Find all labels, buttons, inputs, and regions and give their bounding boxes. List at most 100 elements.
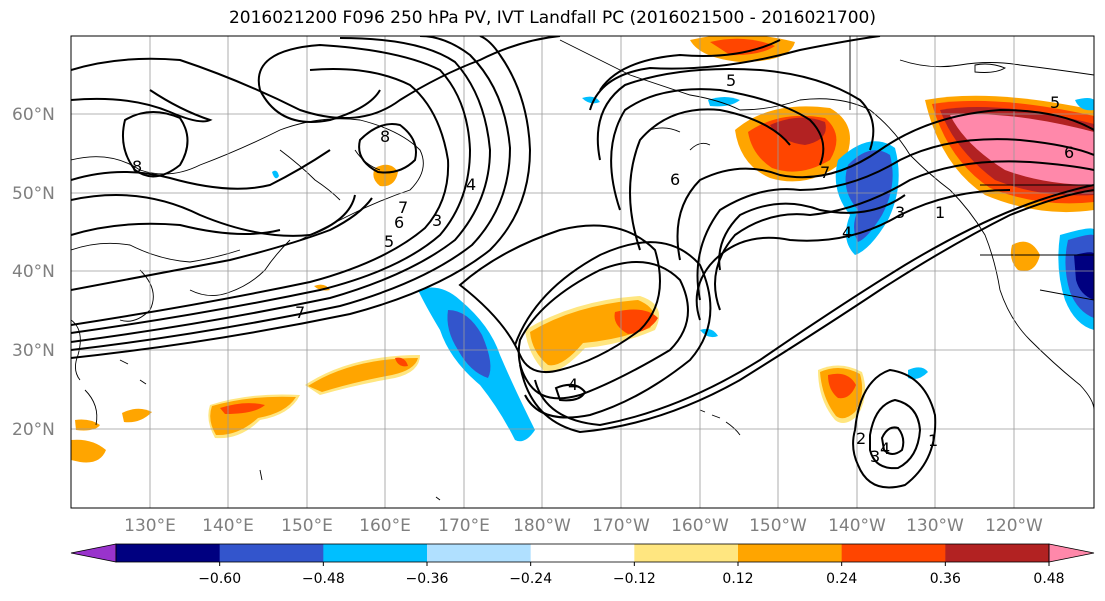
pv-contour [71,37,492,343]
graticule [71,36,1094,508]
contour-label: 5 [726,71,736,90]
pv-contour [676,108,1094,261]
colorbar-outline [115,543,1050,563]
contour-label: 8 [132,157,142,176]
contour-label: 7 [295,303,305,322]
pv-contour [514,241,712,419]
contour-label: 5 [384,232,394,251]
contour-label: 4 [880,439,890,458]
lon-label: 120°W [985,516,1043,536]
lat-label: 20°N [12,420,55,440]
pv-contour [718,194,906,271]
contour-label: 3 [432,211,442,230]
colorbar-tick-label: −0.24 [509,571,552,587]
colorbar-tick-label: −0.36 [406,571,449,587]
lat-label: 40°N [12,262,55,282]
longitude-labels: 130°E 140°E 150°E 160°E 170°E 180°W 170°… [124,516,1043,536]
pv-contour [610,88,825,211]
contour-label: 3 [895,203,905,222]
pv-contour [596,68,875,161]
pv-contours [71,36,1094,489]
pv-contour [696,138,1094,301]
shade-pos-west-pacific [308,358,418,392]
lon-label: 140°W [828,516,886,536]
pv-contour [869,398,922,470]
contour-label: 6 [670,170,680,189]
contour-label: 7 [398,198,408,217]
contour-label: 4 [466,175,476,194]
lon-label: 170°W [592,516,650,536]
pv-contour [517,261,689,400]
pv-contour [71,36,561,119]
colorbar-tick-label: −0.48 [302,571,345,587]
pv-contour [880,426,905,455]
map-title: 2016021200 F096 250 hPa PV, IVT Landfall… [228,8,876,28]
lon-label: 140°E [202,516,254,536]
pv-contour [71,89,213,123]
pv-contour [71,149,331,190]
colorbar-segment [945,544,1050,562]
map-frame [70,35,1095,509]
contour-label: 6 [1064,143,1074,162]
pv-contour [599,39,781,91]
pv-contour [554,383,587,402]
colorbar-segment [738,544,843,562]
colorbar-tick-label: 0.48 [1033,571,1064,587]
colorbar-segment [219,544,324,562]
colorbar-tick-label: 0.12 [722,571,753,587]
pv-contour [519,189,1094,434]
contour-label: 5 [1050,93,1060,112]
contour-label: 3 [870,447,880,466]
pv-contour [71,68,450,326]
contour-label: 7 [820,163,830,182]
pv-contour [695,189,1011,321]
pv-contour [71,194,356,237]
colorbar-tick-label: −0.12 [613,571,656,587]
pv-contour [852,368,937,489]
lon-label: 150°E [281,516,333,536]
lat-label: 50°N [12,184,55,204]
pv-contour [71,43,472,334]
colorbar-tick-label: 0.24 [826,571,857,587]
colorbar [70,543,1095,563]
lon-label: 130°W [906,516,964,536]
contour-label: 8 [380,127,390,146]
pv-contour [589,36,881,111]
colorbar-segment [634,544,739,562]
contour-label: 6 [394,213,404,232]
lon-label: 160°W [671,516,729,536]
colorbar-segment [323,544,428,562]
pv-contour [71,36,532,359]
contour-labels: 8 8 5 6 7 3 4 7 5 6 7 4 3 1 6 3 4 2 1 4 … [132,71,1074,466]
contour-label: 2 [856,429,866,448]
lon-label: 170°E [438,516,490,536]
contour-label: 1 [928,431,938,450]
pv-contour [122,111,189,178]
contour-label: 4 [842,223,852,242]
lon-label: 180°W [513,516,571,536]
colorbar-ticks: −0.60 −0.48 −0.36 −0.24 −0.12 0.12 0.24 0.36 0.4… [198,562,1065,587]
pv-contour [71,222,281,236]
pv-contour [629,108,791,251]
lon-label: 130°E [124,516,176,536]
lon-label: 150°W [749,516,807,536]
latitude-labels: 60°N 50°N 40°N 30°N 20°N [12,105,55,440]
colorbar-segment [427,544,532,562]
colorbar-segment [841,544,946,562]
pv-contour [458,224,661,374]
colorbar-segment [116,544,221,562]
lat-label: 60°N [12,105,55,125]
pv-contour [534,184,1094,427]
pv-contour [358,123,417,174]
colorbar-segment [530,544,635,562]
lon-label: 160°E [359,516,411,536]
contour-label: 1 [935,203,945,222]
colorbar-tick-label: −0.60 [198,571,241,587]
pv-contour [71,197,373,291]
colorbar-tick-label: 0.36 [930,571,961,587]
colorbar-extend-min [70,543,117,563]
colorbar-extend-max [1048,543,1095,563]
contour-label: 4 [568,375,578,394]
lat-label: 30°N [12,341,55,361]
